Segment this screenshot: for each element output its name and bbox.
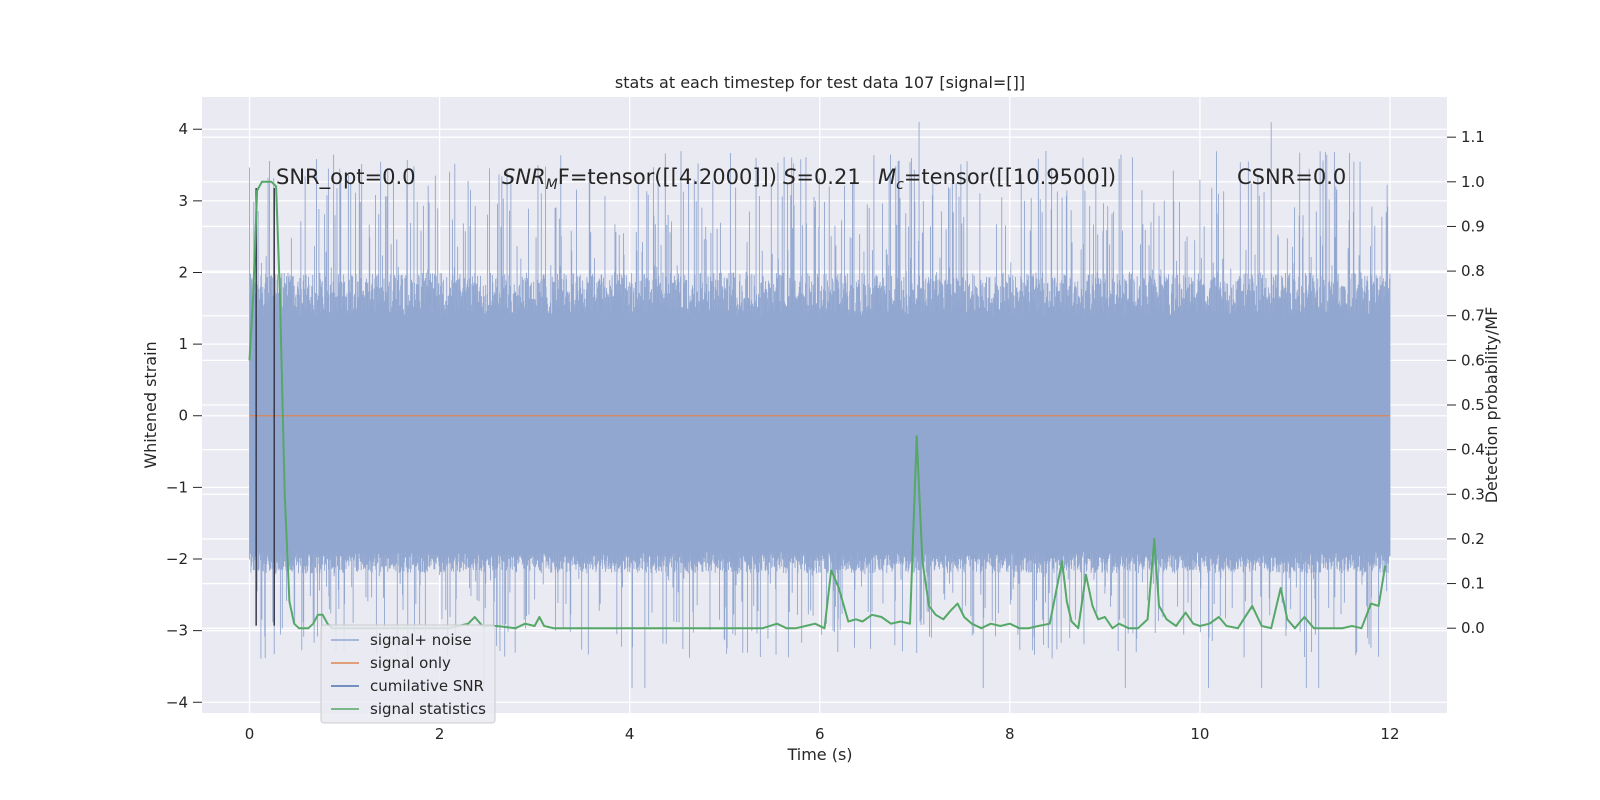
x-tick-label: 0 xyxy=(245,725,255,743)
series-signal-noise xyxy=(249,122,1391,688)
annotation-mc: Mc=tensor([[10.9500]) xyxy=(878,165,1116,193)
y-left-tick-label: 4 xyxy=(178,120,188,138)
left-y-axis-ticks: −4 −3 −2 −1 0 1 2 3 4 xyxy=(166,120,202,711)
y-left-tick-label: −4 xyxy=(166,693,188,711)
y-left-tick-label: −3 xyxy=(166,622,188,640)
y-right-tick-label: 0.6 xyxy=(1461,351,1485,369)
chart-title: stats at each timestep for test data 107… xyxy=(615,73,1025,92)
x-axis-label: Time (s) xyxy=(786,745,852,764)
y-right-tick-label: 0.5 xyxy=(1461,396,1485,414)
y-left-tick-label: −1 xyxy=(166,478,188,496)
y-right-tick-label: 1.0 xyxy=(1461,173,1485,191)
legend-label-signal-statistics: signal statistics xyxy=(370,700,486,718)
y-left-tick-label: 3 xyxy=(178,192,188,210)
legend: signal+ noise signal only cumilative SNR… xyxy=(320,624,496,724)
y-left-tick-label: 0 xyxy=(178,407,188,425)
y-right-tick-label: 0.9 xyxy=(1461,217,1485,235)
legend-label-cumulative-snr: cumilative SNR xyxy=(370,677,484,695)
right-y-axis-ticks: 0.0 0.1 0.2 0.3 0.4 0.5 0.6 0.7 0.8 0.9 1.0 1.1 xyxy=(1447,128,1485,637)
snr-mf-subscript: M xyxy=(546,177,558,193)
x-tick-label: 6 xyxy=(815,725,825,743)
s-symbol: S xyxy=(783,165,796,189)
legend-label-signal-noise: signal+ noise xyxy=(370,631,472,649)
mc-value: =tensor([[10.9500]) xyxy=(904,165,1116,189)
x-tick-label: 8 xyxy=(1005,725,1015,743)
y-left-tick-label: 1 xyxy=(178,335,188,353)
right-y-axis-label: Detection probability/MF xyxy=(1482,307,1501,504)
y-right-tick-label: 0.3 xyxy=(1461,485,1485,503)
legend-label-signal-only: signal only xyxy=(370,654,451,672)
y-right-tick-label: 0.1 xyxy=(1461,575,1485,593)
x-tick-label: 2 xyxy=(435,725,445,743)
y-right-tick-label: 1.1 xyxy=(1461,128,1485,146)
y-right-tick-label: 0.7 xyxy=(1461,307,1485,325)
legend-box xyxy=(320,624,496,724)
annotation-snr-opt: SNR_opt=0.0 xyxy=(276,165,416,190)
x-tick-label: 10 xyxy=(1190,725,1209,743)
mc-symbol: M xyxy=(878,165,896,189)
y-right-tick-label: 0.0 xyxy=(1461,619,1485,637)
x-axis-ticks: 0 2 4 6 8 10 12 xyxy=(245,725,1400,743)
series-cumulative-snr xyxy=(255,187,275,626)
noise-core-band xyxy=(249,315,1390,552)
y-left-tick-label: −2 xyxy=(166,550,188,568)
annotation-snr-mf: SNRMF=tensor([[4.2000]]) xyxy=(502,165,777,193)
snr-mf-value: F=tensor([[4.2000]]) xyxy=(558,165,777,189)
s-value: =0.21 xyxy=(796,165,860,189)
annotation-s: S=0.21 xyxy=(783,165,861,189)
mc-subscript: c xyxy=(896,177,904,193)
y-right-tick-label: 0.4 xyxy=(1461,441,1485,459)
x-tick-label: 4 xyxy=(625,725,635,743)
y-left-tick-label: 2 xyxy=(178,263,188,281)
y-right-tick-label: 0.2 xyxy=(1461,530,1485,548)
x-tick-label: 12 xyxy=(1380,725,1399,743)
y-right-tick-label: 0.8 xyxy=(1461,262,1485,280)
annotation-csnr: CSNR=0.0 xyxy=(1237,165,1346,189)
snr-mf-symbol: SNR xyxy=(502,165,546,189)
left-y-axis-label: Whitened strain xyxy=(141,341,160,468)
